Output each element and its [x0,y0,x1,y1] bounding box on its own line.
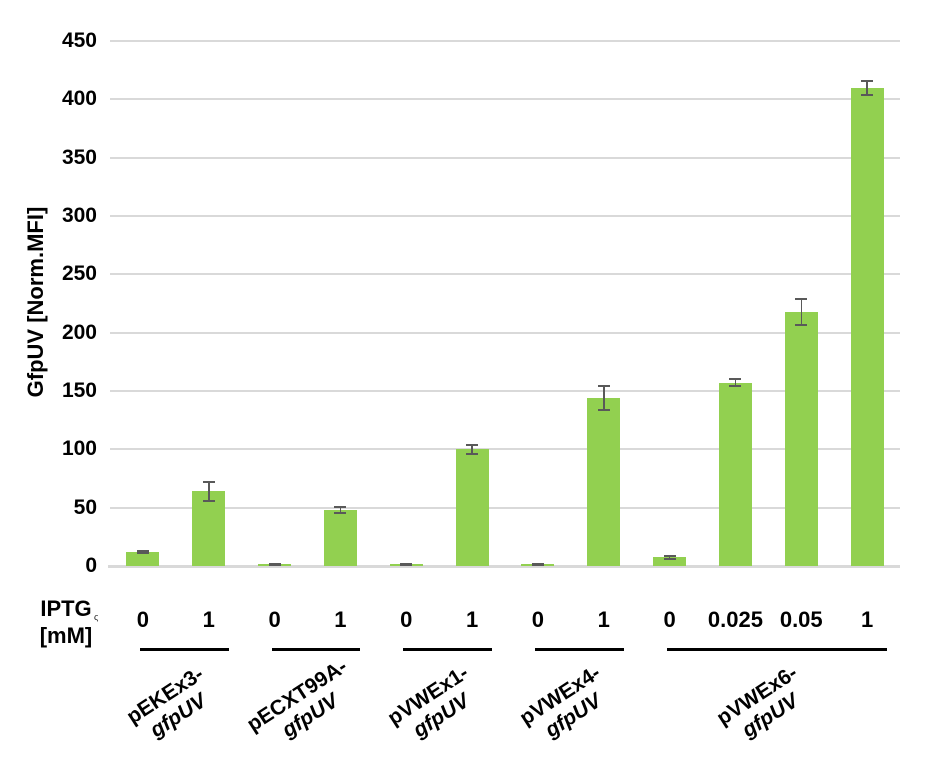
iptg-value-label-0: 0 [136,607,150,632]
y-tick-350: 350 [61,145,97,169]
error-cap-bottom-pVWEx6-1 [861,93,874,96]
bar-pEKEx3-1 [192,491,226,566]
x-axis-line [108,565,900,568]
error-cap-top-pVWEx4-0 [531,562,544,565]
group-label-pEKEx3-: pEKEx3- gfpUV [87,640,256,773]
y-tick-300: 300 [61,204,97,227]
y-tick-150: 150 [61,379,97,402]
error-cap-top-pEKEx3-0 [136,549,149,552]
y-tick-0: 0 [85,554,97,577]
y-tick-250: 250 [61,262,97,286]
bar-pVWEx6-0 [653,557,687,566]
gridline-50 [110,506,900,509]
group-label-pVWEx1-: pVWEx1- gfpUV [351,640,520,773]
error-cap-top-pVWEx6-0 [663,554,676,557]
iptg-value-label-9: 0.025 [707,607,763,632]
x-axis-unit-line1: IPTG [40,596,92,621]
error-cap-top-pVWEx6-0.05 [795,297,808,300]
gridline-350 [110,156,900,159]
error-cap-bottom-pEKEx3-0 [136,552,149,555]
group-label-pVWEx4-: pVWEx4- gfpUV [482,640,651,773]
error-cap-top-pECXT99A-0 [268,562,281,565]
iptg-value-label-2: 0 [268,607,281,632]
group-underline-pEKEx3- [139,648,229,651]
bar-pVWEx4-1 [587,398,621,566]
iptg-value-label-1: 1 [202,607,215,632]
error-bar-pVWEx6-0.05 [800,298,802,325]
error-cap-top-pEKEx3-1 [202,481,215,483]
bar-pVWEx6-0.025 [718,382,752,566]
error-cap-bottom-pECXT99A-1 [334,511,347,514]
group-label-pECXT99A-: pECXT99A-gfpUV [219,640,388,773]
error-cap-bottom-pVWEx4-1 [597,408,610,411]
x-axis-unit-header: IPTG [mM] [20,595,112,649]
y-tick-200: 200 [61,320,97,344]
error-cap-bottom-pVWEx1-1 [466,453,479,455]
bar-pECXT99A-1 [323,510,357,566]
error-bar-pVWEx1-1 [471,444,473,454]
gridline-300 [110,215,900,217]
error-bar-pVWEx6-0.025 [734,379,737,387]
iptg-value-label-8: 0 [663,607,676,632]
error-cap-top-pVWEx4-1 [597,385,610,388]
y-tick-50: 50 [73,495,97,519]
iptg-value-label-7: 1 [597,607,610,632]
error-cap-top-pECXT99A-1 [334,506,347,509]
error-cap-top-pVWEx6-1 [861,79,874,82]
error-cap-bottom-pEKEx3-1 [202,499,215,502]
gridline-400 [110,98,900,101]
group-underline-pVWEx6- [666,648,888,651]
error-bar-pEKEx3-0 [142,550,144,554]
error-bar-pVWEx4-1 [603,386,605,410]
error-bar-pEKEx3-1 [208,482,210,501]
iptg-value-label-3: 1 [334,607,347,632]
bar-pEKEx3-0 [126,552,160,566]
gridline-250 [110,273,900,276]
error-cap-bottom-pVWEx4-0 [531,563,544,566]
gridline-150 [110,390,900,392]
gridline-200 [110,331,900,334]
x-axis-unit-line2: [mM] [39,623,93,648]
error-cap-top-pVWEx1-0 [400,562,413,565]
error-cap-bottom-pVWEx6-0.05 [795,323,808,326]
bar-pVWEx6-1 [850,87,884,566]
group-underline-pECXT99A- [271,648,361,651]
error-cap-bottom-pECXT99A-0 [268,563,281,566]
iptg-value-label-5: 1 [465,607,479,632]
y-tick-450: 450 [61,29,97,52]
error-cap-top-pVWEx6-0.025 [729,378,742,381]
error-cap-top-pVWEx1-1 [466,443,479,446]
error-bar-pVWEx6-0 [668,555,671,559]
group-label-pVWEx6-: pVWEx6- gfpUV [680,640,849,773]
iptg-value-label-10: 0.05 [779,607,823,632]
error-cap-bottom-pVWEx1-0 [400,563,413,566]
error-bar-pECXT99A-1 [339,507,342,513]
iptg-value-label-11: 1 [860,607,874,632]
y-axis-title: GfpUV [Norm.MFI] [23,206,48,398]
iptg-value-label-4: 0 [400,607,413,632]
y-tick-100: 100 [61,437,97,461]
bar-pVWEx6-0.05 [784,311,818,566]
gridline-450 [110,40,900,42]
bar-pVWEx1-1 [455,449,489,566]
stray-mark: ς [94,612,99,622]
group-underline-pVWEx4- [534,648,624,651]
error-bar-pVWEx6-1 [866,80,868,95]
y-tick-400: 400 [61,87,97,111]
error-cap-bottom-pVWEx6-0.025 [729,385,742,388]
gridline-100 [110,448,900,451]
group-underline-pVWEx1- [403,648,493,651]
iptg-value-label-6: 0 [531,607,545,632]
error-cap-bottom-pVWEx6-0 [663,558,676,560]
